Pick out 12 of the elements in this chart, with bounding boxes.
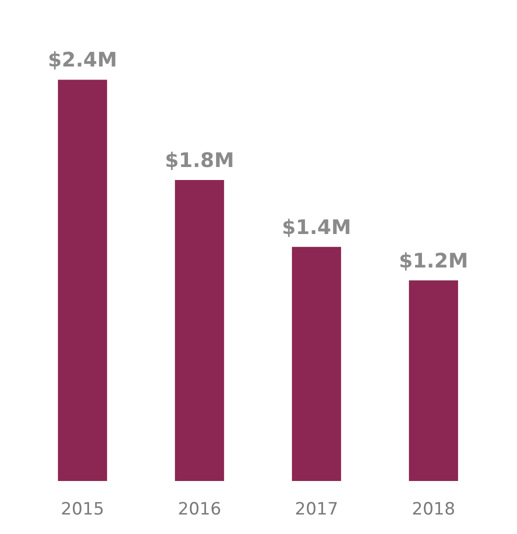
x-tick-label: 2017: [294, 500, 338, 520]
bar: [174, 180, 224, 481]
bar: [408, 280, 458, 481]
data-label: $1.2M: [398, 248, 468, 272]
bar: [58, 80, 108, 481]
data-label: $1.4M: [282, 214, 352, 239]
data-label: $1.8M: [164, 148, 234, 172]
data-label: $2.4M: [48, 48, 118, 72]
x-tick-label: 2016: [178, 500, 222, 520]
x-tick-label: 2015: [60, 500, 104, 520]
x-tick-label: 2018: [412, 500, 456, 520]
bar: [292, 246, 342, 481]
